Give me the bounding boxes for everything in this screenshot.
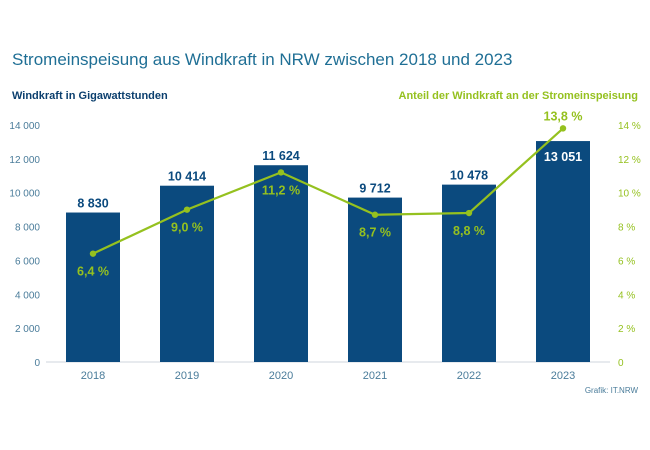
y-tick-label: 2 000 — [15, 324, 40, 335]
x-tick-label: 2021 — [363, 370, 387, 382]
bar-value-label: 13 051 — [544, 150, 582, 164]
source-credit: Grafik: IT.NRW — [584, 386, 638, 395]
share-point — [89, 250, 97, 257]
y2-tick-label: 4 % — [618, 290, 635, 301]
share-value-label: 13,8 % — [544, 109, 583, 123]
right-axis-title: Anteil der Windkraft an der Stromeinspei… — [398, 90, 639, 102]
share-value-label: 11,2 % — [262, 183, 300, 197]
share-line — [92, 127, 564, 255]
chart-title: Stromeinspeisung aus Windkraft in NRW zw… — [12, 50, 513, 69]
left-axis-title: Windkraft in Gigawattstunden — [12, 90, 168, 102]
bar-value-label: 11 624 — [262, 149, 300, 163]
share-point — [371, 211, 379, 218]
bar-value-label: 8 830 — [77, 197, 108, 211]
bar — [254, 165, 308, 362]
y2-tick-label: 8 % — [618, 223, 635, 234]
x-tick-label: 2020 — [269, 370, 293, 382]
bar-value-label: 9 712 — [359, 182, 390, 196]
share-point — [183, 206, 191, 213]
bar-value-label: 10 414 — [168, 170, 206, 184]
y-tick-label: 12 000 — [9, 155, 40, 166]
share-point — [277, 169, 285, 176]
share-point — [465, 209, 473, 217]
y2-tick-label: 0 — [618, 358, 624, 369]
y2-tick-label: 10 % — [618, 189, 641, 200]
y-tick-label: 0 — [34, 358, 40, 369]
y-tick-label: 4 000 — [15, 290, 40, 301]
x-tick-label: 2018 — [81, 370, 105, 382]
share-value-label: 8,8 % — [453, 224, 485, 238]
y2-tick-label: 12 % — [618, 155, 641, 166]
y-tick-label: 14 000 — [9, 121, 40, 132]
x-tick-label: 2019 — [175, 370, 199, 382]
bar — [348, 197, 402, 362]
bar — [66, 212, 120, 362]
bar-value-label: 10 478 — [450, 169, 488, 183]
y2-tick-label: 6 % — [618, 256, 635, 267]
y-tick-label: 6 000 — [15, 256, 40, 267]
bar — [536, 141, 590, 362]
share-point — [559, 125, 567, 132]
y2-tick-label: 2 % — [618, 324, 635, 335]
x-tick-label: 2022 — [457, 370, 481, 382]
bar — [160, 185, 214, 362]
share-value-label: 6,4 % — [77, 265, 109, 279]
y-tick-label: 10 000 — [9, 189, 40, 200]
y2-tick-label: 14 % — [618, 121, 641, 132]
share-value-label: 8,7 % — [359, 226, 391, 240]
share-value-label: 9,0 % — [171, 221, 203, 235]
x-tick-label: 2023 — [551, 370, 575, 382]
y-tick-label: 8 000 — [15, 223, 40, 234]
